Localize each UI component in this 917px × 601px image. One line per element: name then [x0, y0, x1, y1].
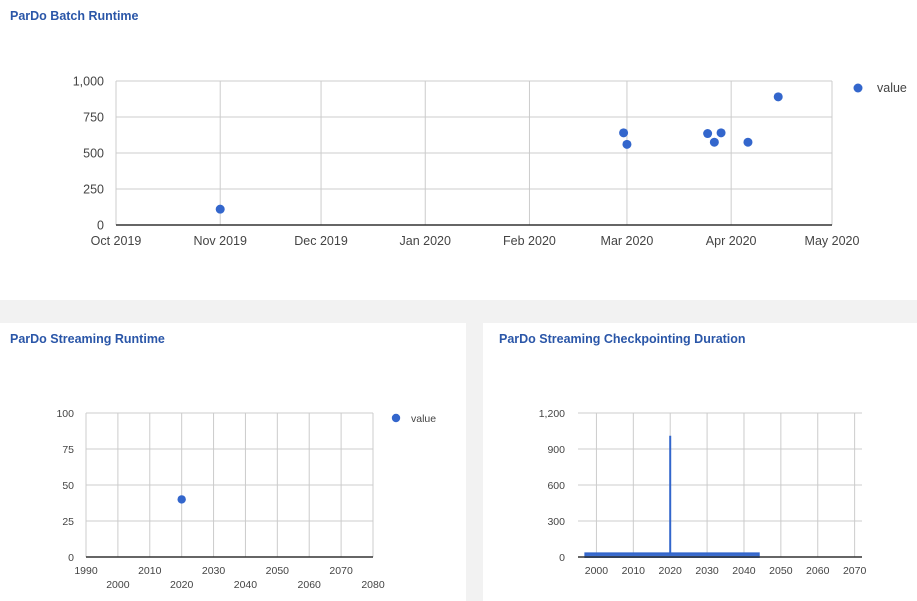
x-tick-label: 2030 [202, 565, 226, 577]
batch-runtime-panel: ParDo Batch Runtime 0 250 500 750 1,000 Oct 2… [0, 0, 917, 300]
x-tick-label: 2070 [843, 565, 867, 577]
y-tick-label: 500 [83, 147, 104, 161]
x-tick-label: 2080 [361, 579, 385, 591]
streaming-runtime-title: ParDo Streaming Runtime [10, 332, 165, 346]
x-tick-label: 2060 [298, 579, 322, 591]
data-point [619, 128, 629, 138]
x-tick-label: 2010 [138, 565, 162, 577]
x-tick-label: Dec 2019 [294, 234, 348, 248]
x-tick-label: 2010 [622, 565, 646, 577]
x-tick-label: Nov 2019 [193, 234, 247, 248]
y-tick-label: 300 [547, 516, 565, 528]
x-tick-label: 2020 [170, 579, 194, 591]
y-tick-label: 50 [62, 480, 74, 492]
x-tick-label: 2020 [659, 565, 683, 577]
streaming-runtime-chart: 0 25 50 75 100 1990 2000 2010 2020 2030 2040 2050 20… [56, 408, 436, 591]
x-tick-label: 2030 [695, 565, 719, 577]
x-tick-label: May 2020 [805, 234, 860, 248]
batch-runtime-chart: 0 250 500 750 1,000 Oct 2019 Nov 2019 Dec 2019 J… [73, 75, 907, 249]
x-tick-label: Jan 2020 [400, 234, 451, 248]
data-point [743, 137, 753, 147]
x-tick-label: 2000 [106, 579, 130, 591]
area-series [584, 435, 760, 558]
data-point [215, 204, 225, 214]
y-tick-label: 0 [97, 219, 104, 233]
streaming-runtime-panel: ParDo Streaming Runtime 0 25 50 75 100 1990 20… [0, 323, 466, 601]
y-tick-label: 75 [62, 444, 74, 456]
data-point [716, 128, 726, 138]
data-point [709, 137, 719, 147]
checkpoint-duration-panel: ParDo Streaming Checkpointing Duration 0… [483, 323, 917, 601]
y-tick-label: 1,200 [539, 408, 565, 420]
data-point [703, 129, 713, 139]
y-tick-label: 25 [62, 516, 74, 528]
x-tick-label: Apr 2020 [706, 234, 757, 248]
x-tick-label: 2070 [329, 565, 353, 577]
y-tick-label: 100 [56, 408, 74, 420]
legend-marker [391, 413, 401, 423]
x-tick-label: Mar 2020 [601, 234, 654, 248]
checkpoint-duration-title: ParDo Streaming Checkpointing Duration [499, 332, 746, 346]
x-tick-label: 2060 [806, 565, 830, 577]
legend-label: value [411, 413, 436, 425]
x-tick-label: 1990 [74, 565, 98, 577]
y-tick-label: 900 [547, 444, 565, 456]
legend-marker [853, 83, 863, 93]
data-point [622, 139, 632, 149]
x-tick-label: 2040 [732, 565, 756, 577]
x-tick-label: 2050 [769, 565, 793, 577]
legend-label: value [877, 81, 907, 95]
y-tick-label: 0 [68, 552, 74, 564]
y-tick-label: 750 [83, 111, 104, 125]
y-tick-label: 600 [547, 480, 565, 492]
y-tick-label: 250 [83, 183, 104, 197]
data-point [773, 92, 783, 102]
checkpoint-duration-chart: 0 300 600 900 1,200 2000 2010 2020 2030 2040 2050 2… [539, 408, 867, 577]
y-tick-label: 0 [559, 552, 565, 564]
y-tick-label: 1,000 [73, 75, 104, 89]
batch-runtime-title: ParDo Batch Runtime [10, 9, 139, 23]
x-tick-label: Feb 2020 [503, 234, 556, 248]
data-point [177, 495, 186, 504]
x-tick-label: Oct 2019 [91, 234, 142, 248]
x-tick-label: 2000 [585, 565, 609, 577]
x-tick-label: 2040 [234, 579, 258, 591]
x-tick-label: 2050 [266, 565, 290, 577]
